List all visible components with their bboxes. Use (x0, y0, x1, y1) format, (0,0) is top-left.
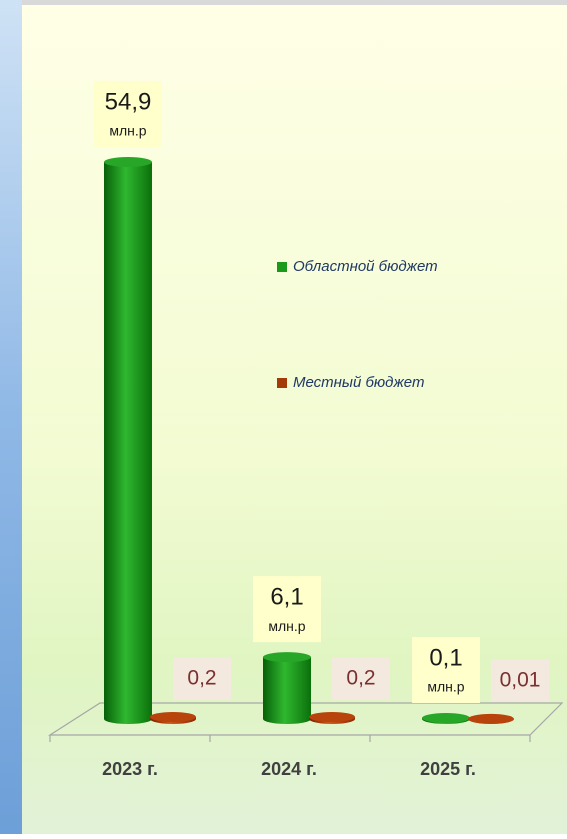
value-label: 0,2 (187, 667, 216, 690)
x-tick-label: 2024 г. (261, 759, 317, 779)
legend-label: Областной бюджет (293, 258, 438, 275)
cylinder-top (468, 713, 514, 724)
value-label: 0,01 (500, 668, 541, 691)
x-tick-label: 2023 г. (102, 759, 158, 779)
value-label: 0,1 (429, 644, 462, 671)
value-label-box (173, 657, 231, 700)
value-label-box (491, 659, 549, 702)
cylinder-top (104, 157, 152, 167)
legend-swatch (277, 262, 287, 272)
cylinder-top (309, 711, 355, 722)
x-tick-label: 2025 г. (420, 759, 476, 779)
cylinder-top (263, 652, 311, 663)
cylinder-top (422, 712, 470, 723)
legend-label: Местный бюджет (293, 374, 424, 391)
value-unit: млн.р (427, 679, 464, 695)
side-strip (0, 0, 22, 834)
value-label: 6,1 (270, 583, 303, 610)
value-label: 54,9 (105, 88, 152, 115)
value-label-box (412, 636, 480, 703)
legend-swatch (277, 378, 287, 388)
value-unit: млн.р (109, 123, 146, 139)
floor-ticks (49, 735, 531, 742)
cylinder (104, 162, 152, 724)
cylinder (263, 657, 311, 724)
value-label-box (94, 81, 162, 147)
value-label-box (332, 657, 390, 700)
value-label: 0,2 (346, 667, 375, 690)
cylinder-top (150, 711, 196, 722)
value-unit: млн.р (268, 618, 305, 634)
value-label-box (253, 576, 321, 643)
